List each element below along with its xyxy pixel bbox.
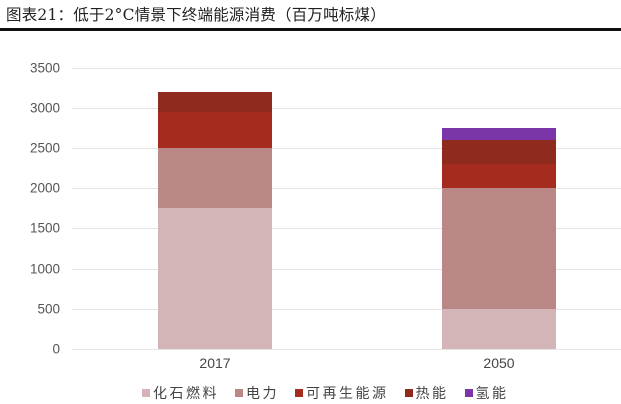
legend-item: 氢能: [464, 383, 509, 403]
bar-segment: [442, 308, 556, 349]
y-tick-label: 3000: [29, 100, 60, 116]
title-divider: [0, 28, 621, 31]
bar-segment: [158, 147, 272, 209]
gridline: [72, 228, 621, 230]
legend-item: 化石燃料: [142, 383, 219, 403]
legend-swatch-icon: [235, 389, 243, 397]
x-tick-label: 2017: [199, 355, 231, 371]
bar-segment: [158, 208, 272, 349]
legend-label: 氢能: [475, 386, 509, 402]
y-tick-label: 0: [52, 341, 60, 357]
y-tick-label: 2500: [29, 140, 60, 156]
bar-segment: [442, 139, 556, 164]
chart-title: 图表21：低于2°C情景下终端能源消费（百万吨标煤）: [6, 6, 386, 24]
legend-label: 可再生能源: [306, 386, 389, 402]
bar-2017: [158, 91, 272, 349]
gridline: [72, 147, 621, 149]
x-tick-label: 2050: [483, 355, 515, 371]
y-tick-label: 1500: [29, 220, 60, 236]
y-tick-label: 500: [37, 301, 60, 317]
gridline: [72, 188, 621, 190]
gridline: [72, 268, 621, 270]
legend-swatch-icon: [295, 389, 303, 397]
legend-label: 化石燃料: [153, 386, 219, 402]
legend-swatch-icon: [464, 389, 473, 397]
bar-segment: [442, 127, 556, 140]
y-tick-label: 1000: [29, 261, 60, 277]
legend-item: 热能: [404, 383, 449, 403]
gridline: [72, 67, 621, 69]
legend: 化石燃料 电力 可再生能源 热能 氢能: [142, 384, 525, 402]
bar-segment: [442, 188, 556, 309]
bar-segment: [158, 111, 272, 148]
legend-label: 电力: [246, 386, 279, 402]
gridline: [72, 349, 621, 350]
legend-label: 热能: [415, 386, 449, 402]
legend-swatch-icon: [404, 389, 413, 397]
legend-item: 电力: [235, 383, 279, 403]
y-tick-label: 2000: [29, 180, 60, 196]
bar-segment: [442, 164, 556, 189]
bar-segment: [158, 91, 272, 112]
legend-swatch-icon: [142, 389, 150, 397]
y-tick-label: 3500: [29, 60, 60, 75]
legend-item: 可再生能源: [295, 383, 389, 403]
bar-2050: [442, 127, 556, 349]
gridline: [72, 107, 621, 109]
gridline: [72, 308, 621, 310]
